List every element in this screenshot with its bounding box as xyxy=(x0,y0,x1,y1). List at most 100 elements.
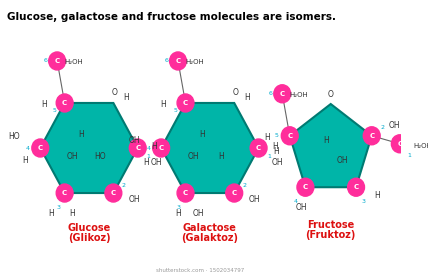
Text: H: H xyxy=(124,94,129,102)
Text: OH: OH xyxy=(187,151,199,160)
Text: 6: 6 xyxy=(165,59,169,64)
Text: H: H xyxy=(273,141,278,151)
Text: H₂OH: H₂OH xyxy=(290,92,309,98)
Text: OH: OH xyxy=(336,155,348,165)
Text: C: C xyxy=(55,58,60,64)
Text: (Fruktoz): (Fruktoz) xyxy=(306,230,356,240)
Text: 5: 5 xyxy=(173,108,177,113)
Text: 3: 3 xyxy=(362,199,366,204)
Text: C: C xyxy=(232,190,237,196)
Text: 5: 5 xyxy=(275,133,279,138)
Circle shape xyxy=(129,139,146,157)
Circle shape xyxy=(250,139,267,157)
Text: Glucose: Glucose xyxy=(67,223,110,233)
Text: C: C xyxy=(38,145,43,151)
Text: H: H xyxy=(152,141,158,151)
Circle shape xyxy=(391,135,408,153)
Text: H₂OH: H₂OH xyxy=(65,59,83,65)
Text: 2: 2 xyxy=(243,183,247,188)
Text: (Glikoz): (Glikoz) xyxy=(68,233,110,243)
Text: C: C xyxy=(183,100,188,106)
Circle shape xyxy=(49,52,65,70)
Circle shape xyxy=(177,184,194,202)
Text: O: O xyxy=(111,88,117,97)
Text: 2: 2 xyxy=(122,183,126,188)
Text: OH: OH xyxy=(193,209,205,218)
Text: C: C xyxy=(303,184,308,190)
Text: O: O xyxy=(232,88,238,97)
Text: H: H xyxy=(41,101,47,109)
Text: H: H xyxy=(79,130,84,139)
Circle shape xyxy=(105,184,122,202)
Text: 1: 1 xyxy=(267,153,271,158)
Text: C: C xyxy=(62,100,67,106)
Text: O: O xyxy=(328,90,334,99)
Text: OH: OH xyxy=(129,136,141,144)
Circle shape xyxy=(226,184,243,202)
Text: 5: 5 xyxy=(52,108,56,113)
Text: C: C xyxy=(279,91,285,97)
Text: C: C xyxy=(135,145,140,151)
Circle shape xyxy=(32,139,49,157)
Text: 3: 3 xyxy=(56,204,60,209)
Text: H: H xyxy=(218,151,224,160)
Text: OH: OH xyxy=(271,158,283,167)
Text: 4: 4 xyxy=(147,146,151,151)
Text: C: C xyxy=(159,145,163,151)
Text: OH: OH xyxy=(151,158,162,167)
Text: 3: 3 xyxy=(177,204,181,209)
Polygon shape xyxy=(40,103,138,193)
Text: C: C xyxy=(183,190,188,196)
Text: 6: 6 xyxy=(269,91,273,96)
Text: H: H xyxy=(69,209,75,218)
Text: 6: 6 xyxy=(44,59,48,64)
Text: H₂OH: H₂OH xyxy=(185,59,204,65)
Text: H: H xyxy=(22,155,28,165)
Text: Fructose: Fructose xyxy=(307,220,354,230)
Text: H: H xyxy=(244,94,250,102)
Text: H: H xyxy=(160,101,166,109)
Text: OH: OH xyxy=(296,203,307,212)
Circle shape xyxy=(363,127,380,145)
Circle shape xyxy=(169,52,187,70)
Text: C: C xyxy=(354,184,359,190)
Circle shape xyxy=(297,178,314,196)
Polygon shape xyxy=(290,104,372,187)
Text: 1: 1 xyxy=(407,153,411,158)
Text: H: H xyxy=(374,191,380,200)
Text: C: C xyxy=(256,145,261,151)
Text: H: H xyxy=(199,130,205,139)
Text: OH: OH xyxy=(66,151,78,160)
Text: C: C xyxy=(62,190,67,196)
Circle shape xyxy=(281,127,298,145)
Circle shape xyxy=(56,184,73,202)
Text: shutterstock.com · 1502034797: shutterstock.com · 1502034797 xyxy=(156,267,245,272)
Circle shape xyxy=(274,85,291,103)
Text: H: H xyxy=(49,209,54,218)
Text: 2: 2 xyxy=(381,125,385,130)
Text: 1: 1 xyxy=(146,153,150,158)
Text: OH: OH xyxy=(249,195,261,204)
Text: C: C xyxy=(175,58,181,64)
Text: H: H xyxy=(274,147,279,156)
Text: Glucose, galactose and fructose molecules are isomers.: Glucose, galactose and fructose molecule… xyxy=(8,12,336,22)
Text: OH: OH xyxy=(388,121,400,130)
Circle shape xyxy=(177,94,194,112)
Circle shape xyxy=(56,94,73,112)
Polygon shape xyxy=(161,103,259,193)
Text: H: H xyxy=(323,136,329,144)
Text: C: C xyxy=(287,133,292,139)
Text: H: H xyxy=(143,158,149,167)
Text: H: H xyxy=(265,133,270,142)
Text: 4: 4 xyxy=(26,146,30,151)
Text: C: C xyxy=(111,190,116,196)
Text: Galactose: Galactose xyxy=(183,223,237,233)
Text: HO: HO xyxy=(8,132,20,141)
Circle shape xyxy=(348,178,365,196)
Text: C: C xyxy=(369,133,374,139)
Text: H₂OH: H₂OH xyxy=(413,143,428,149)
Text: HO: HO xyxy=(95,151,106,160)
Text: C: C xyxy=(397,141,402,147)
Text: OH: OH xyxy=(128,195,140,204)
Text: H: H xyxy=(175,209,181,218)
